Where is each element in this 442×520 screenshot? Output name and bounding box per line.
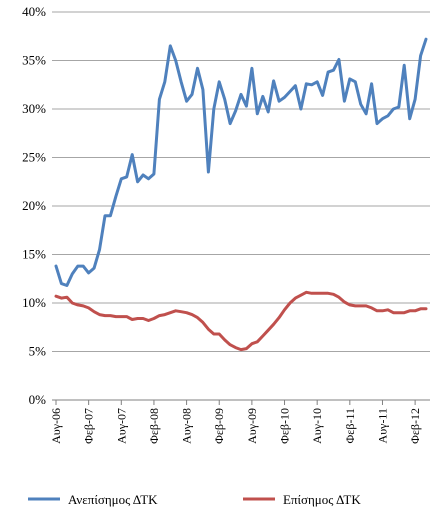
x-tick-label: Αυγ-07: [114, 408, 128, 444]
x-tick-label: Αυγ-10: [310, 408, 324, 444]
x-tick-label: Αυγ-06: [49, 408, 63, 444]
x-tick-label: Φεβ-11: [343, 408, 357, 443]
y-tick-label: 40%: [22, 4, 46, 19]
y-tick-label: 30%: [22, 101, 46, 116]
x-tick-label: Φεβ-12: [408, 408, 422, 444]
series-line-1: [54, 37, 428, 287]
y-tick-label: 5%: [29, 344, 47, 359]
y-tick-label: 10%: [22, 295, 46, 310]
y-tick-label: 25%: [22, 150, 46, 165]
x-tick-label: Φεβ-10: [278, 408, 292, 444]
series-line-2: [54, 290, 428, 352]
y-tick-label: 15%: [22, 247, 46, 262]
x-tick-label: Φεβ-09: [212, 408, 226, 444]
x-tick-label: Αυγ-08: [180, 408, 194, 444]
y-tick-label: 20%: [22, 198, 46, 213]
legend: Ανεπίσημος ΔΤΚ Επίσημος ΔΤΚ: [28, 492, 361, 507]
y-tick-label: 0%: [29, 392, 47, 407]
x-tick-label: Φεβ-08: [147, 408, 161, 444]
y-tick-label: 35%: [22, 53, 46, 68]
x-tick-label: Φεβ-07: [82, 408, 96, 444]
series-lines: [54, 37, 428, 352]
legend-label-2: Επίσημος ΔΤΚ: [283, 492, 361, 507]
x-tick-label: Αυγ-11: [375, 408, 389, 443]
gridlines: [52, 11, 430, 401]
y-axis-ticks: 0% 5% 10% 15% 20% 25% 30% 35% 40%: [22, 4, 46, 407]
x-axis-ticks: Αυγ-06 Φεβ-07 Αυγ-07 Φεβ-08 Αυγ-08 Φεβ-09 Αυγ-…: [49, 400, 422, 444]
x-tick-label: Αυγ-09: [245, 408, 259, 444]
legend-label-1: Ανεπίσημος ΔΤΚ: [68, 492, 158, 507]
